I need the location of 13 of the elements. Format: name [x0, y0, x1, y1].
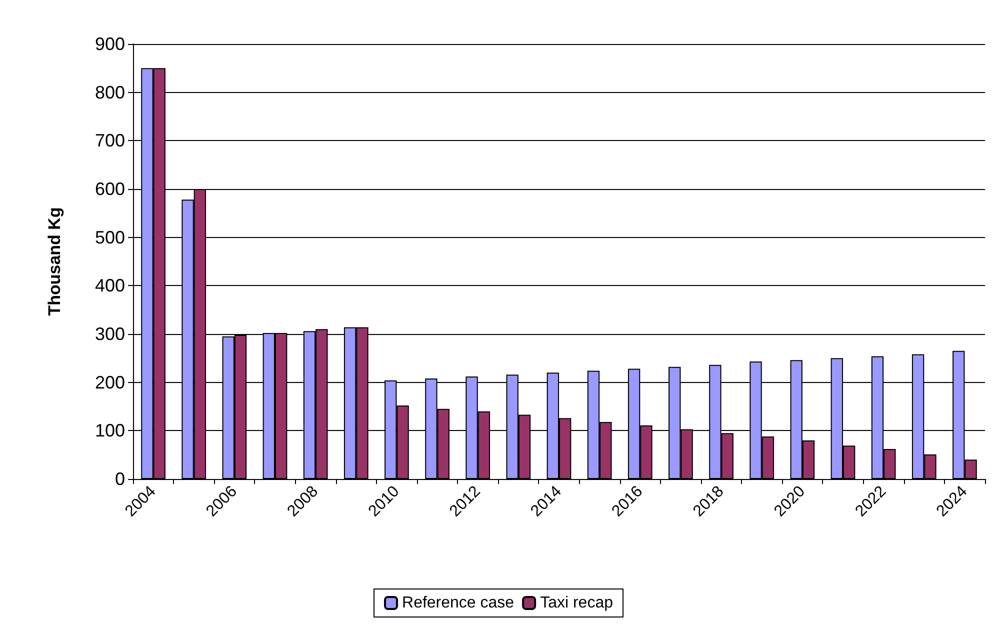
- legend-label: Reference case: [402, 594, 514, 612]
- y-tick-label: 500: [94, 227, 125, 248]
- y-tick-label: 600: [94, 179, 125, 199]
- y-tick-label: 200: [94, 372, 125, 392]
- legend-label: Taxi recap: [540, 594, 614, 612]
- y-tick-label: 800: [94, 82, 125, 102]
- y-tick-label: 700: [94, 130, 125, 151]
- y-tick-label: 0: [114, 469, 125, 489]
- y-axis-title: Thousand Kg: [45, 207, 64, 316]
- y-tick-label: 900: [94, 34, 125, 54]
- y-tick-label: 300: [94, 324, 125, 344]
- y-tick-label: 400: [94, 276, 125, 296]
- y-tick-label: 100: [94, 420, 125, 441]
